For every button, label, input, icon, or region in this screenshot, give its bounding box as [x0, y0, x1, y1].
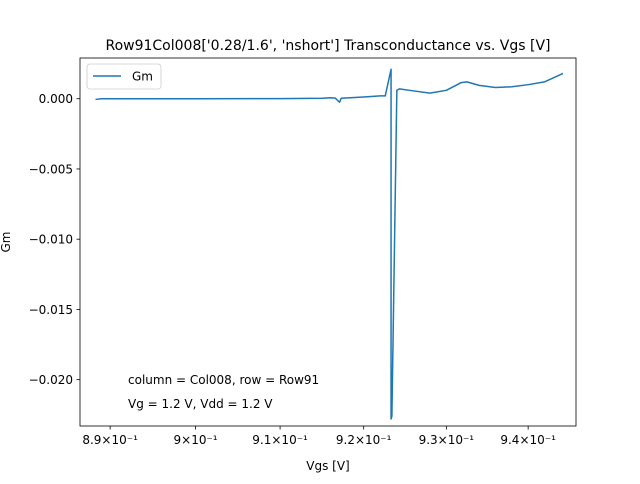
annotation-voltages: Vg = 1.2 V, Vdd = 1.2 V [128, 397, 273, 411]
x-tick-label-2: 9.1×10⁻¹ [252, 433, 308, 447]
x-tick-label-3: 9.2×10⁻¹ [336, 433, 392, 447]
series-line-gm [95, 68, 564, 420]
y-axis-ticks: 0.000 −0.005 −0.010 −0.015 −0.020 [29, 92, 80, 387]
x-tick-label-1: 9×10⁻¹ [174, 433, 218, 447]
plot-frame [79, 57, 577, 427]
legend-label-gm: Gm [132, 70, 153, 84]
y-tick-label-1: −0.005 [29, 162, 73, 176]
y-tick-label-3: −0.015 [29, 303, 73, 317]
x-tick-label-4: 9.3×10⁻¹ [419, 433, 475, 447]
y-tick-label-2: −0.010 [29, 233, 73, 247]
x-axis-ticks: 8.9×10⁻¹ 9×10⁻¹ 9.1×10⁻¹ 9.2×10⁻¹ 9.3×10⁻¹ 9.… [82, 426, 556, 447]
annotation-location: column = Col008, row = Row91 [128, 373, 319, 387]
series-layer [95, 68, 564, 420]
chart-title: Row91Col008['0.28/1.6', 'nshort'] Transc… [105, 38, 550, 54]
legend: Gm [86, 63, 162, 90]
y-tick-label-4: −0.020 [29, 373, 73, 387]
legend-box [86, 63, 162, 90]
y-tick-label-0: 0.000 [39, 92, 73, 106]
x-axis-label: Vgs [V] [306, 459, 349, 473]
x-tick-label-0: 8.9×10⁻¹ [82, 433, 138, 447]
plot-area [79, 57, 577, 427]
x-tick-label-5: 9.4×10⁻¹ [500, 433, 556, 447]
y-axis-label: Gm [0, 232, 13, 253]
